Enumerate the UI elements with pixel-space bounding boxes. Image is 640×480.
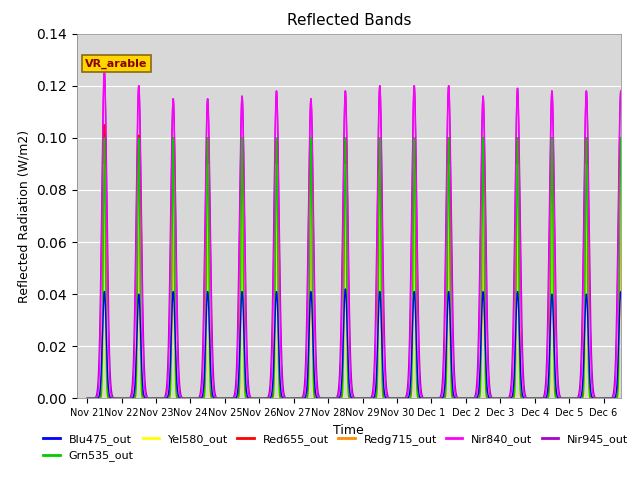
Yel580_out [410, 286, 417, 291]
Blu475_out [492, 396, 499, 401]
Grn535_out [100, 135, 108, 141]
Nir840_out [100, 65, 108, 71]
Grn535_out [521, 396, 529, 401]
Grn535_out [492, 396, 499, 401]
Redg715_out [433, 396, 441, 401]
Nir840_out [83, 396, 91, 401]
Nir945_out [492, 396, 499, 401]
Grn535_out [111, 396, 119, 401]
Red655_out [283, 396, 291, 401]
Yel580_out [83, 396, 91, 401]
Redg715_out [83, 396, 91, 401]
Nir840_out [634, 396, 640, 401]
Line: Grn535_out: Grn535_out [87, 138, 638, 398]
Blu475_out [342, 286, 349, 292]
Redg715_out [492, 396, 499, 401]
Red655_out [634, 396, 640, 401]
Grn535_out [410, 242, 417, 248]
Grn535_out [83, 396, 91, 401]
Text: VR_arable: VR_arable [85, 59, 147, 69]
Redg715_out [634, 396, 640, 401]
Nir945_out [83, 396, 91, 401]
Redg715_out [410, 280, 417, 286]
Y-axis label: Reflected Radiation (W/m2): Reflected Radiation (W/m2) [18, 130, 31, 302]
Blu475_out [283, 396, 291, 401]
Nir840_out [283, 396, 291, 401]
Line: Nir945_out: Nir945_out [87, 72, 638, 398]
Redg715_out [100, 187, 108, 193]
Yel580_out [111, 396, 119, 401]
Title: Reflected Bands: Reflected Bands [287, 13, 411, 28]
Grn535_out [634, 396, 640, 401]
Line: Redg715_out: Redg715_out [87, 190, 638, 398]
Legend: Blu475_out, Grn535_out, Yel580_out, Red655_out, Redg715_out, Nir840_out, Nir945_: Blu475_out, Grn535_out, Yel580_out, Red6… [39, 430, 633, 466]
Redg715_out [283, 396, 291, 401]
Yel580_out [492, 396, 499, 401]
Nir840_out [111, 396, 119, 401]
Red655_out [83, 396, 91, 401]
Blu475_out [83, 396, 91, 401]
Nir945_out [283, 396, 291, 401]
Blu475_out [410, 304, 417, 310]
Nir840_out [433, 396, 441, 401]
Redg715_out [111, 396, 119, 401]
Blu475_out [433, 396, 441, 401]
Nir945_out [111, 396, 119, 401]
Line: Nir840_out: Nir840_out [87, 68, 638, 398]
Nir945_out [521, 391, 529, 396]
Red655_out [492, 396, 499, 401]
Redg715_out [521, 396, 529, 401]
Nir945_out [410, 108, 417, 114]
Yel580_out [521, 396, 529, 401]
Red655_out [433, 396, 441, 401]
Line: Yel580_out: Yel580_out [87, 164, 638, 398]
Nir840_out [521, 395, 529, 400]
Grn535_out [283, 396, 291, 401]
Red655_out [100, 122, 108, 128]
Yel580_out [100, 161, 108, 167]
Grn535_out [433, 396, 441, 401]
Red655_out [521, 396, 529, 401]
Blu475_out [634, 396, 640, 401]
Nir945_out [433, 396, 441, 401]
Red655_out [410, 219, 417, 225]
Nir840_out [492, 396, 499, 401]
X-axis label: Time: Time [333, 424, 364, 437]
Nir945_out [634, 396, 640, 401]
Nir945_out [100, 70, 108, 75]
Red655_out [111, 396, 119, 401]
Blu475_out [111, 396, 118, 401]
Yel580_out [433, 396, 441, 401]
Line: Blu475_out: Blu475_out [87, 289, 638, 398]
Blu475_out [521, 396, 529, 401]
Line: Red655_out: Red655_out [87, 125, 638, 398]
Nir840_out [410, 116, 417, 122]
Yel580_out [634, 396, 640, 401]
Yel580_out [283, 396, 291, 401]
